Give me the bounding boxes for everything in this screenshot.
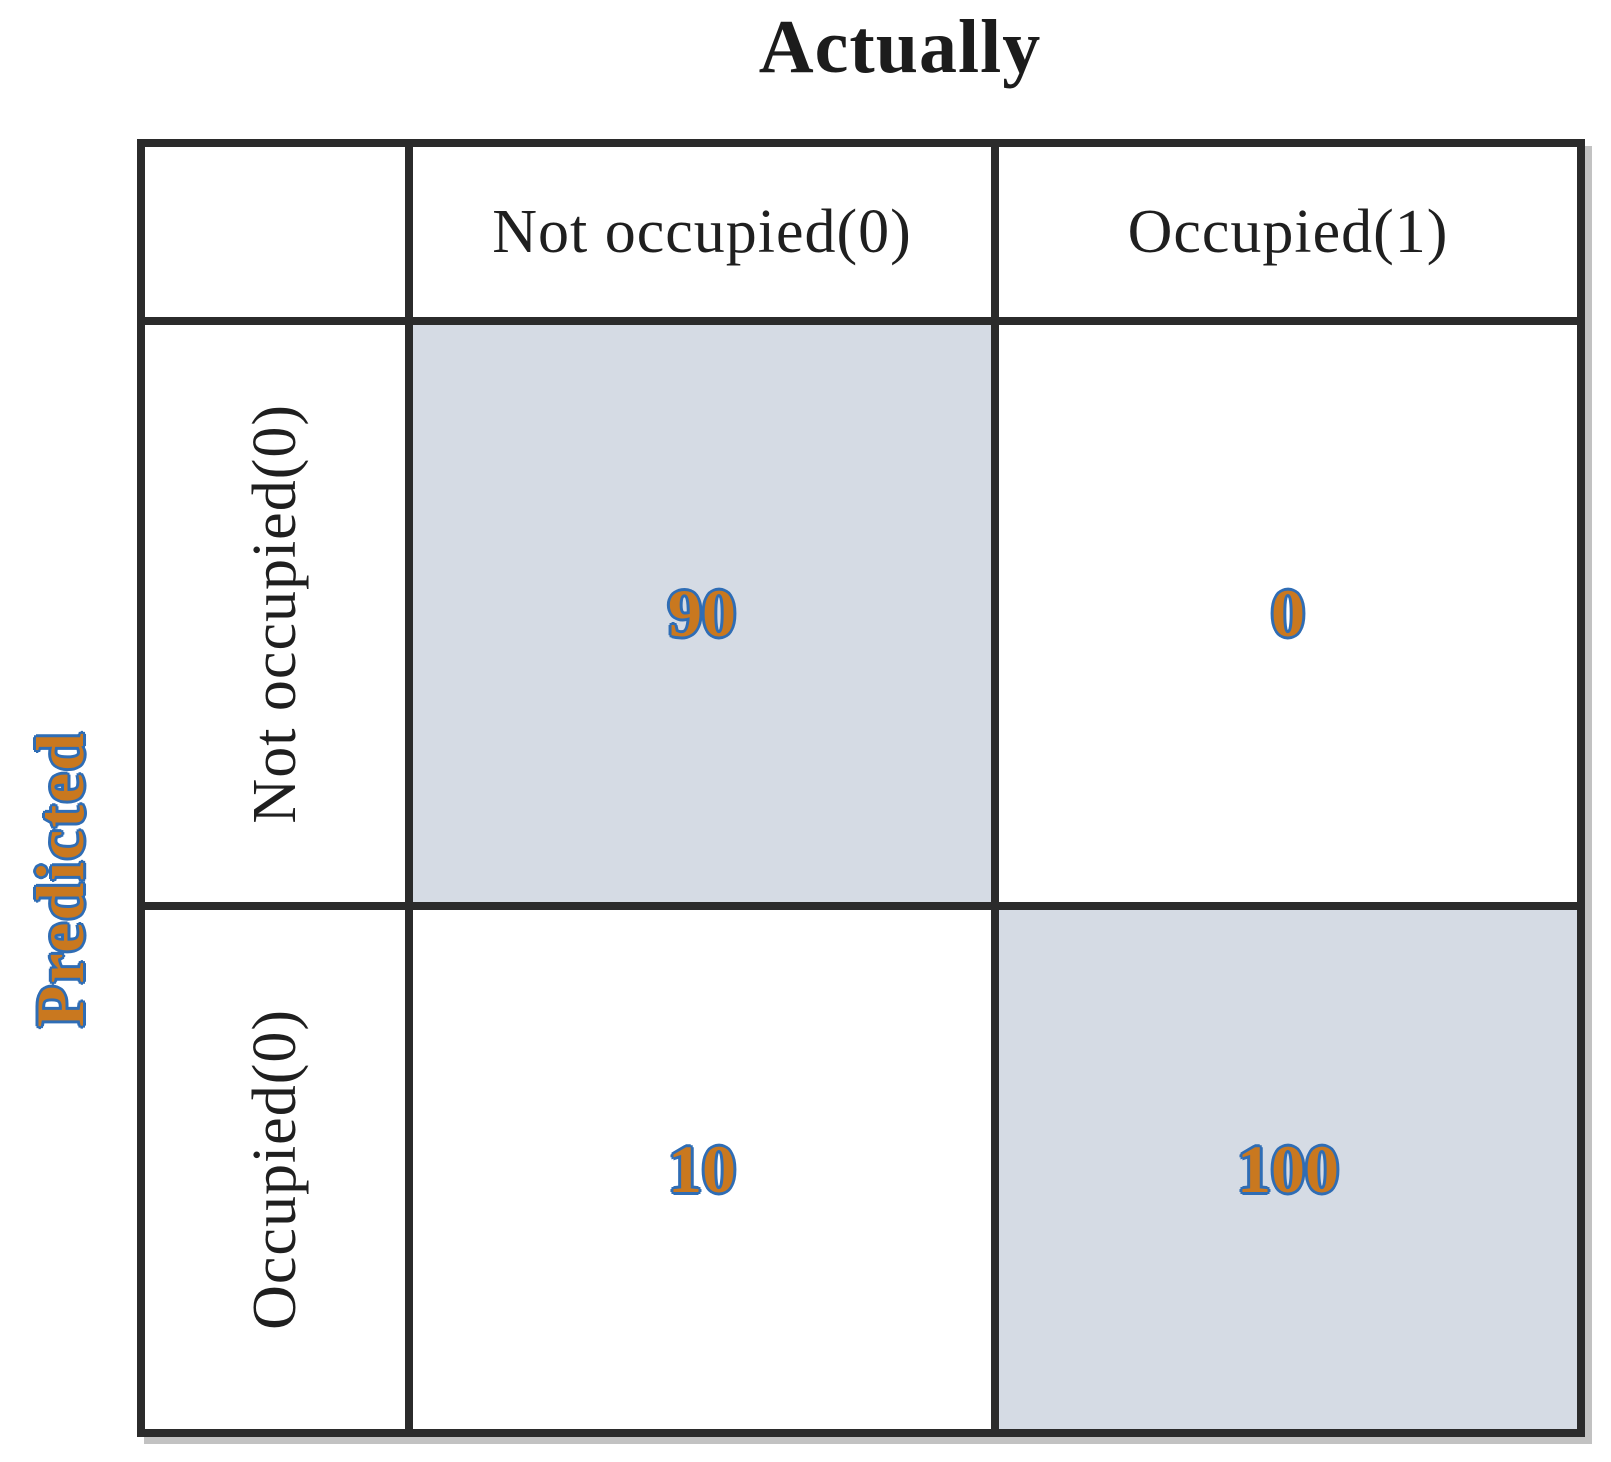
row-header-occupied-label: Occupied(0) xyxy=(240,1009,309,1330)
confusion-matrix-table: Not occupied(0) Occupied(1) Not occupied… xyxy=(137,139,1585,1437)
col-header-occupied: Occupied(1) xyxy=(999,147,1577,317)
cell-false-negative: 0 xyxy=(999,325,1577,902)
matrix-title: Actually xyxy=(758,5,1042,89)
cell-true-negative: 90 xyxy=(413,325,991,902)
cell-true-positive: 100 xyxy=(999,910,1577,1429)
row-header-not-occupied-label: Not occupied(0) xyxy=(240,403,309,824)
row-header-not-occupied: Not occupied(0) xyxy=(145,325,405,902)
y-axis-label-predicted: Predicted xyxy=(21,730,98,1028)
row-header-occupied: Occupied(0) xyxy=(145,910,405,1429)
y-axis-label-container: Predicted xyxy=(8,321,112,1437)
corner-empty-cell xyxy=(145,147,405,317)
cell-false-positive: 10 xyxy=(413,910,991,1429)
col-header-not-occupied: Not occupied(0) xyxy=(413,147,991,317)
